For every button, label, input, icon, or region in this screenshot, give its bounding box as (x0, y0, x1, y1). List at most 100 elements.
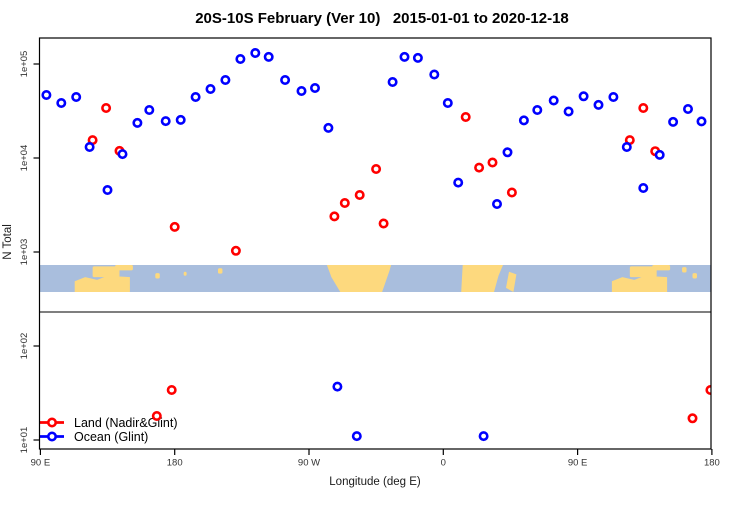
data-point-ocean (144, 105, 155, 116)
data-point-ocean (351, 431, 362, 442)
map-land-south-america (326, 265, 392, 292)
y-axis-ticks: 1e+05 1e+04 1e+03 1e+02 1e+01 (19, 51, 40, 454)
data-point-ocean (621, 142, 632, 153)
map-land-indonesia-islands (92, 266, 120, 278)
data-point-ocean (250, 47, 261, 58)
x-tick-label: 0 (441, 458, 446, 469)
data-point-land (101, 103, 112, 114)
plot-frame (38, 37, 712, 450)
data-point-ocean (190, 92, 201, 103)
legend: Land (Nadir&Glint)Ocean (Glint) (40, 416, 178, 444)
data-point-ocean (309, 83, 320, 94)
data-point-land (460, 112, 471, 123)
data-point-land (166, 384, 177, 395)
x-tick-label: 90 E (568, 458, 588, 469)
x-axis-ticks: 90 E 180 90 W 0 90 E 180 (31, 449, 720, 469)
map-land-australia-northwest (74, 275, 130, 292)
data-point-ocean (205, 84, 216, 95)
data-point-land (329, 211, 340, 222)
data-point-ocean (442, 98, 453, 109)
chart-title: 20S-10S February (Ver 10) 2015-01-01 to … (195, 10, 569, 27)
data-point-ocean (478, 431, 489, 442)
x-tick-label: 90 E (31, 458, 51, 469)
data-point-ocean (453, 177, 464, 188)
data-point-ocean (682, 104, 693, 115)
data-point-land (487, 157, 498, 168)
data-point-land (169, 221, 180, 232)
map-land-samoa (183, 271, 187, 276)
map-land-vanuatu-fiji (155, 273, 160, 279)
y-tick-label: 1e+05 (19, 51, 30, 78)
data-point-ocean (502, 147, 513, 158)
data-point-ocean (332, 381, 343, 392)
data-point-ocean (160, 116, 171, 127)
legend-marker-1 (46, 431, 57, 442)
data-point-land (151, 410, 162, 421)
map-land-vanuatu-fiji-2 (692, 273, 697, 279)
map-land-australia-northwest-2 (611, 275, 668, 292)
y-tick-label: 1e+03 (19, 239, 30, 266)
data-point-ocean (638, 183, 649, 194)
map-land-new-guinea-south-coast (115, 265, 133, 271)
data-point-ocean (71, 92, 82, 103)
data-point-ocean (608, 92, 619, 103)
data-point-ocean (563, 106, 574, 117)
map-land-french-polynesia (217, 268, 223, 274)
data-point-ocean (429, 69, 440, 80)
data-point-land (339, 198, 350, 209)
data-point-ocean (548, 95, 559, 106)
map-land-madagascar (506, 271, 517, 292)
x-tick-label: 180 (167, 458, 183, 469)
world-map-strip (40, 265, 711, 292)
data-point-ocean (399, 51, 410, 62)
data-point-ocean (280, 75, 291, 86)
map-land-solomon-islands-2 (682, 267, 687, 273)
data-point-ocean (117, 149, 128, 160)
data-point-land (474, 162, 485, 173)
x-tick-label: 180 (704, 458, 720, 469)
data-point-ocean (132, 117, 143, 128)
legend-label-0: Land (Nadir&Glint) (74, 416, 178, 430)
data-point-ocean (175, 114, 186, 125)
map-land-africa (461, 265, 503, 292)
x-tick-label: 90 W (298, 458, 320, 469)
data-point-ocean (518, 115, 529, 126)
data-point-ocean (296, 86, 307, 97)
data-point-ocean (41, 90, 52, 101)
data-point-land (638, 103, 649, 114)
data-point-ocean (412, 52, 423, 63)
data-point-land (687, 413, 698, 424)
data-point-land (506, 187, 517, 198)
y-tick-label: 1e+04 (19, 145, 30, 172)
data-point-ocean (84, 142, 95, 153)
data-point-ocean (235, 53, 246, 64)
y-tick-label: 1e+02 (19, 333, 30, 360)
data-point-ocean (220, 75, 231, 86)
data-point-ocean (323, 122, 334, 133)
map-land-indonesia-islands-2 (629, 266, 657, 278)
data-point-ocean (578, 91, 589, 102)
data-point-land (378, 218, 389, 229)
y-axis-title: N Total (2, 224, 14, 260)
data-point-land (230, 245, 241, 256)
data-points-layer (41, 47, 711, 442)
x-axis-title: Longitude (deg E) (329, 476, 421, 488)
data-point-land (354, 190, 365, 201)
data-point-ocean (696, 116, 707, 127)
y-tick-label: 1e+01 (19, 427, 30, 454)
legend-label-1: Ocean (Glint) (74, 430, 148, 444)
data-point-ocean (491, 199, 502, 210)
data-point-ocean (263, 51, 274, 62)
data-point-ocean (668, 116, 679, 127)
data-point-ocean (102, 185, 113, 196)
data-point-ocean (654, 149, 665, 160)
data-point-ocean (56, 98, 67, 109)
data-point-ocean (387, 77, 398, 88)
legend-marker-0 (46, 417, 57, 428)
data-point-ocean (532, 105, 543, 116)
data-point-ocean (593, 99, 604, 110)
map-land-new-guinea-south-coast-2 (652, 265, 671, 271)
data-point-land (371, 164, 382, 175)
